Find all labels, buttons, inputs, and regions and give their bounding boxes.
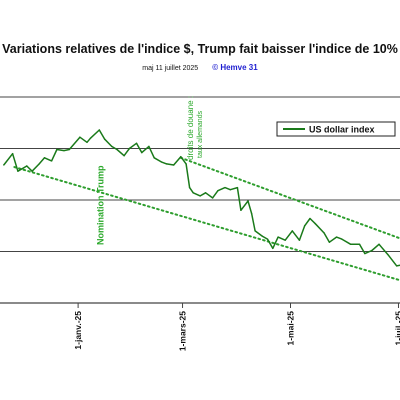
data-point <box>284 239 286 241</box>
data-point <box>3 164 5 166</box>
data-point <box>229 189 232 191</box>
data-point <box>254 230 256 232</box>
annotation-nomination: Nomination Trump <box>96 165 106 245</box>
chart-subtitle: maj 11 juillet 2025 © Hemve 31 <box>0 63 400 72</box>
data-point <box>371 249 373 252</box>
data-point <box>323 232 325 234</box>
data-point <box>396 265 398 267</box>
data-point <box>314 222 316 225</box>
data-point <box>103 138 106 140</box>
data-point <box>335 236 338 238</box>
data-point <box>378 243 380 245</box>
data-point <box>17 170 19 172</box>
data-point <box>116 148 118 151</box>
data-point <box>128 147 131 150</box>
data-point <box>123 155 125 157</box>
trend-line <box>13 166 400 282</box>
data-point <box>63 149 65 152</box>
data-point <box>364 252 366 255</box>
x-tick-label: 1-mai-25 <box>286 311 296 346</box>
data-point <box>192 192 194 194</box>
data-point <box>135 142 138 145</box>
data-point <box>165 163 168 165</box>
data-point <box>277 236 279 238</box>
data-point <box>240 209 242 211</box>
data-point <box>141 151 143 154</box>
data-point <box>387 253 389 256</box>
data-point <box>180 156 182 158</box>
legend: US dollar index <box>276 121 396 137</box>
data-point <box>298 239 301 241</box>
data-point <box>153 157 155 159</box>
data-point <box>217 190 219 192</box>
data-point <box>188 186 191 189</box>
data-point <box>11 152 14 155</box>
data-point <box>211 197 214 199</box>
legend-label: US dollar index <box>309 125 375 135</box>
legend-box <box>276 121 396 137</box>
data-point <box>236 186 239 189</box>
data-point <box>68 148 70 151</box>
data-point <box>250 212 253 215</box>
data-point <box>31 170 33 172</box>
data-point <box>172 164 175 166</box>
x-tick-label: 1-juil.-25 <box>393 311 400 346</box>
data-point <box>247 200 249 202</box>
data-point <box>266 238 269 240</box>
data-point <box>56 148 58 151</box>
data-point <box>358 243 361 245</box>
data-point <box>38 163 40 165</box>
data-point <box>349 243 352 245</box>
data-point <box>204 192 207 194</box>
data-point <box>199 195 201 197</box>
series-line <box>3 129 400 267</box>
data-point <box>272 247 274 250</box>
update-date: maj 11 juillet 2025 <box>142 65 199 72</box>
chart-title: Variations relatives de l'indice $, Trum… <box>2 42 398 56</box>
data-point <box>185 163 187 165</box>
annotation-tariffs: droits de douane : <box>186 96 195 160</box>
annotation-german-rates: taux allemands <box>197 110 204 158</box>
data-point <box>50 160 53 162</box>
data-point <box>26 165 28 167</box>
author-credit: © Hemve 31 <box>212 63 258 72</box>
data-point <box>261 235 263 237</box>
data-point <box>89 137 92 139</box>
data-point <box>43 157 46 159</box>
data-point <box>98 129 101 131</box>
data-point <box>224 186 226 189</box>
data-point <box>86 141 88 144</box>
data-point <box>328 241 331 243</box>
data-point <box>160 161 162 163</box>
x-tick-label: 1-janv.-25 <box>73 311 83 350</box>
data-point <box>341 238 343 240</box>
data-point <box>148 145 150 148</box>
data-point <box>111 145 113 148</box>
data-point <box>303 225 306 227</box>
data-point <box>79 136 81 138</box>
trend-line <box>179 156 400 240</box>
data-point <box>309 217 311 220</box>
data-point <box>291 230 293 232</box>
x-tick-label: 1-mars-25 <box>178 311 188 351</box>
